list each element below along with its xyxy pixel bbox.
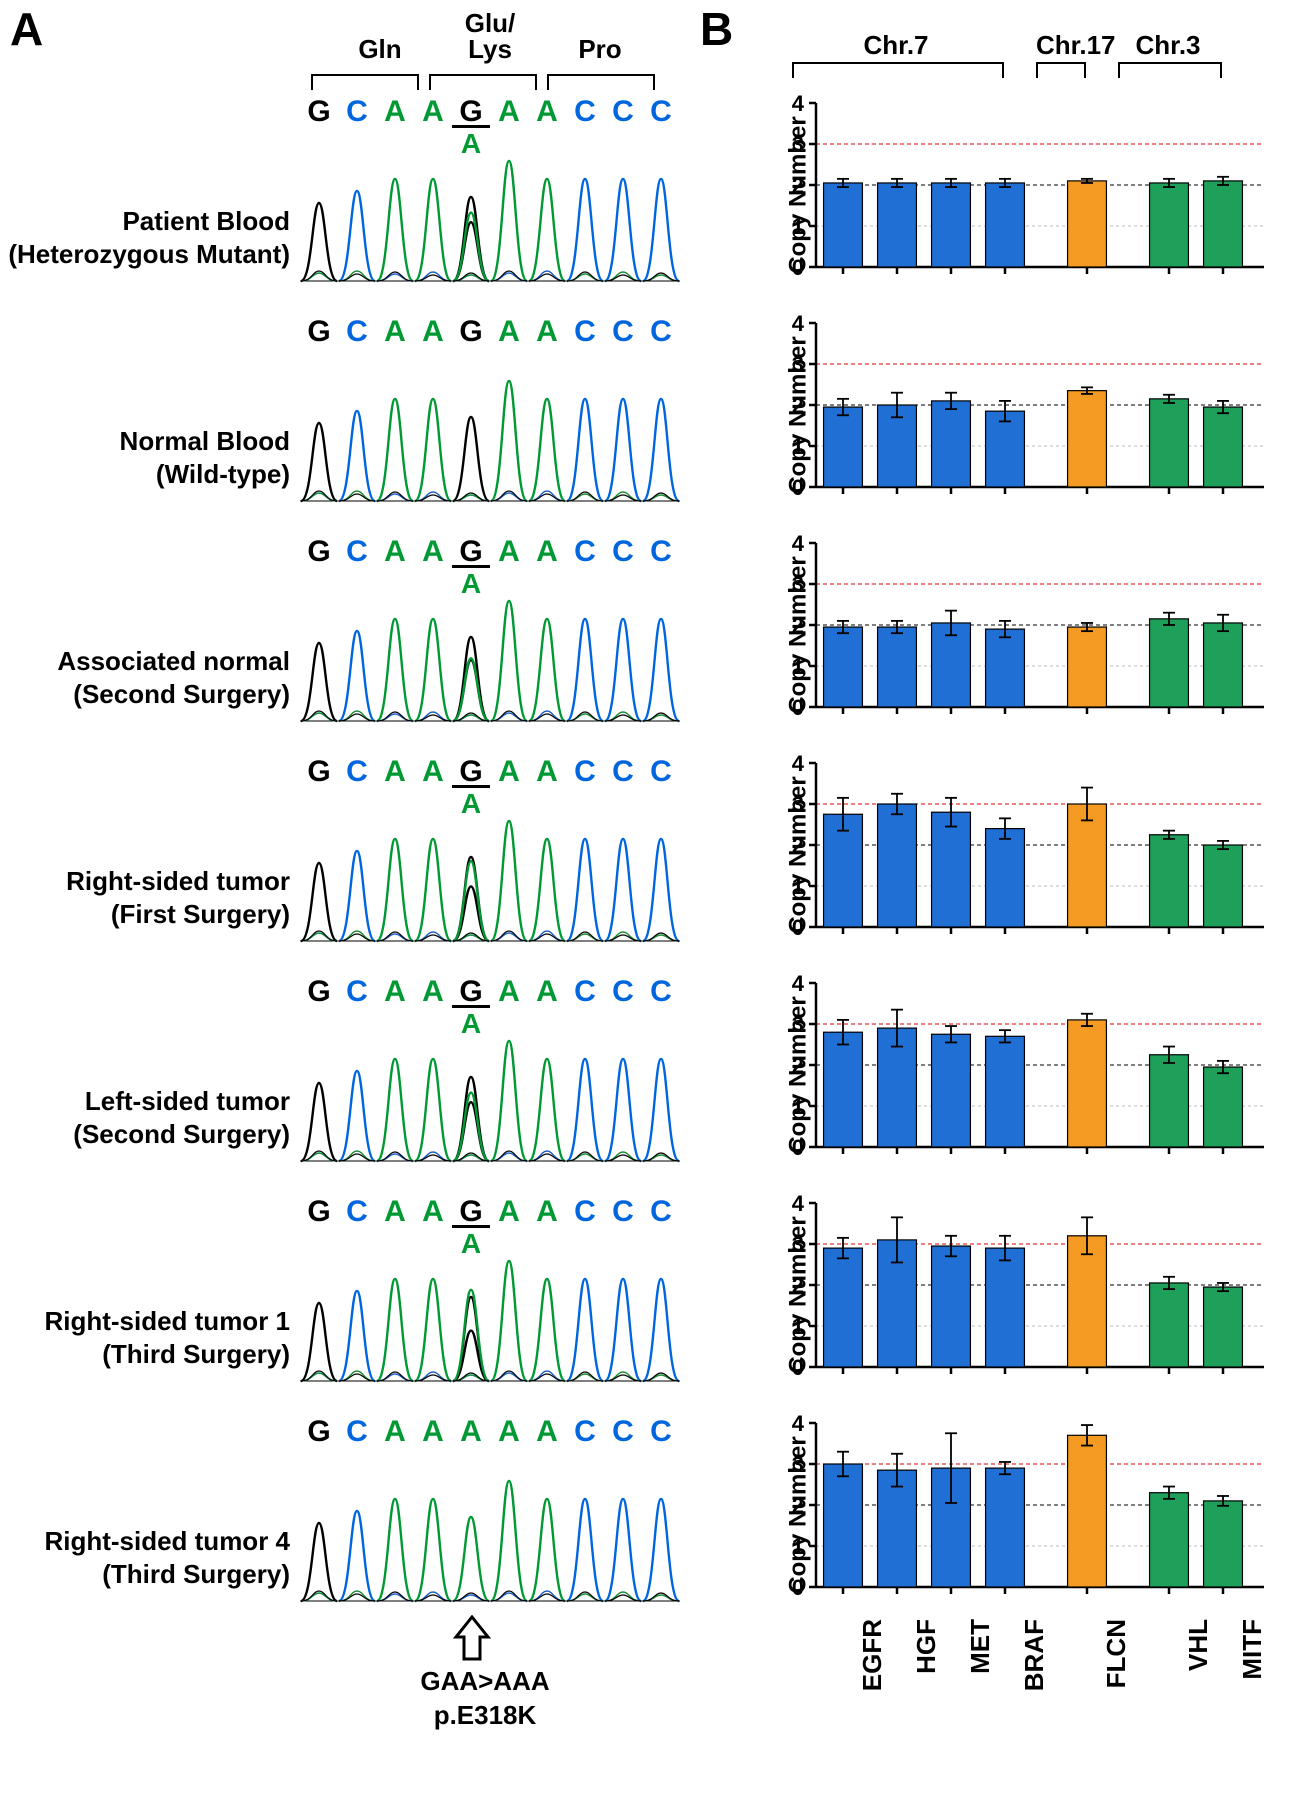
svg-text:3: 3 [792, 1012, 804, 1037]
chromatogram [300, 155, 680, 285]
svg-text:2: 2 [792, 173, 804, 198]
svg-text:1: 1 [792, 214, 804, 239]
mutation-arrow-label: GAA>AAA p.E318K [300, 1665, 670, 1733]
sequence-letters: GCAAGAACCC [300, 1195, 680, 1229]
aa-pro: Pro [545, 34, 655, 65]
panel-a: GlnGlu/LysPro Patient Blood(Heterozygous… [0, 0, 690, 1800]
sample-label: Right-sided tumor 1(Third Surgery) [0, 1305, 290, 1370]
sample-label: Associated normal(Second Surgery) [0, 645, 290, 710]
bar-chart-svg: 0 1 2 3 4 [770, 755, 1270, 935]
gene-label: MET [965, 1619, 996, 1719]
sequence-letters: GCAAGAACCC [300, 975, 680, 1009]
sample-label: Patient Blood(Heterozygous Mutant) [0, 205, 290, 270]
gene-label: VHL [1183, 1619, 1214, 1719]
bar-chart: Copy Number01234 [740, 535, 1280, 735]
svg-text:2: 2 [792, 1273, 804, 1298]
svg-text:4: 4 [792, 975, 805, 996]
svg-text:3: 3 [792, 572, 804, 597]
aa-glu-lys: Glu/Lys [435, 10, 545, 62]
svg-text:2: 2 [792, 393, 804, 418]
svg-text:1: 1 [792, 1534, 804, 1559]
svg-text:3: 3 [792, 792, 804, 817]
bar-chart-svg: 0 1 2 3 4 [770, 95, 1270, 275]
svg-text:3: 3 [792, 1452, 804, 1477]
svg-text:0: 0 [792, 1135, 804, 1155]
bar-chart-svg: 0 1 2 3 4 [770, 1415, 1270, 1595]
bar-chart: Copy Number01234 [740, 1415, 1280, 1615]
chromatogram [300, 1475, 680, 1605]
bar-chart-svg: 0 1 2 3 4 [770, 315, 1270, 495]
sample-label: Right-sided tumor 4(Third Surgery) [0, 1525, 290, 1590]
svg-text:2: 2 [792, 1053, 804, 1078]
svg-text:1: 1 [792, 1094, 804, 1119]
svg-text:0: 0 [792, 695, 804, 715]
bar-chart: Copy Number01234 [740, 755, 1280, 955]
chr-label: Chr.17 [1036, 30, 1082, 61]
svg-text:4: 4 [792, 1195, 805, 1216]
svg-text:4: 4 [792, 755, 805, 776]
gene-label: FLCN [1101, 1619, 1132, 1719]
svg-text:4: 4 [792, 535, 805, 556]
svg-text:1: 1 [792, 1314, 804, 1339]
svg-text:3: 3 [792, 1232, 804, 1257]
svg-text:0: 0 [792, 915, 804, 935]
bar-chart: Copy Number01234 [740, 95, 1280, 295]
bar-chart: Copy Number01234 [740, 1195, 1280, 1395]
svg-text:2: 2 [792, 833, 804, 858]
svg-text:0: 0 [792, 1575, 804, 1595]
sequence-letters: GCAAGAACCC [300, 535, 680, 569]
svg-text:4: 4 [792, 1415, 805, 1436]
svg-text:4: 4 [792, 315, 805, 336]
chromatogram [300, 1035, 680, 1165]
gene-label: HGF [911, 1619, 942, 1719]
svg-text:1: 1 [792, 654, 804, 679]
chromatogram [300, 1255, 680, 1385]
aa-brackets [305, 74, 665, 94]
aa-gln: Gln [325, 34, 435, 65]
chr-label: Chr.3 [1118, 30, 1218, 61]
svg-text:0: 0 [792, 475, 804, 495]
svg-text:3: 3 [792, 352, 804, 377]
chromatogram [300, 595, 680, 725]
sequence-row: Right-sided tumor 4(Third Surgery) GCAAAA… [0, 1415, 690, 1635]
amino-acid-header: GlnGlu/LysPro [305, 10, 675, 65]
gene-label: BRAF [1019, 1619, 1050, 1719]
sample-label: Normal Blood(Wild-type) [0, 425, 290, 490]
sample-label: Right-sided tumor(First Surgery) [0, 865, 290, 930]
chromatogram [300, 815, 680, 945]
figure-root: A B GlnGlu/LysPro Patient Blood(Heterozy… [0, 0, 1295, 1800]
svg-text:0: 0 [792, 255, 804, 275]
bar-chart-svg: 0 1 2 3 4 [770, 975, 1270, 1155]
sequence-letters: GCAAAAACCC [300, 1415, 680, 1449]
svg-text:2: 2 [792, 613, 804, 638]
sequence-letters: GCAAGAACCC [300, 95, 680, 129]
sequence-row: Left-sided tumor(Second Surgery) GCAAGAAC… [0, 975, 690, 1195]
svg-text:3: 3 [792, 132, 804, 157]
bar-chart-svg: 0 1 2 3 4 [770, 1195, 1270, 1375]
sample-label: Left-sided tumor(Second Surgery) [0, 1085, 290, 1150]
chromatogram [300, 375, 680, 505]
sequence-row: Associated normal(Second Surgery) GCAAGAA… [0, 535, 690, 755]
sequence-row: Normal Blood(Wild-type) GCAAGAACCC [0, 315, 690, 535]
sequence-row: Right-sided tumor(First Surgery) GCAAGAAC… [0, 755, 690, 975]
gene-label: MITF [1237, 1619, 1268, 1719]
svg-text:1: 1 [792, 874, 804, 899]
bar-chart: Copy Number01234 [740, 975, 1280, 1175]
chr-brackets [790, 62, 1280, 82]
gene-label: EGFR [857, 1619, 888, 1719]
sequence-row: Patient Blood(Heterozygous Mutant) GCAAGA… [0, 95, 690, 315]
svg-text:0: 0 [792, 1355, 804, 1375]
sequence-letters: GCAAGAACCC [300, 755, 680, 789]
sequence-row: Right-sided tumor 1(Third Surgery) GCAAGA… [0, 1195, 690, 1415]
svg-text:1: 1 [792, 434, 804, 459]
bar-chart: Copy Number01234 [740, 315, 1280, 515]
sequence-letters: GCAAGAACCC [300, 315, 680, 349]
mutation-arrow-icon [452, 1615, 492, 1661]
bar-chart-svg: 0 1 2 3 4 [770, 535, 1270, 715]
svg-text:2: 2 [792, 1493, 804, 1518]
svg-text:4: 4 [792, 95, 805, 116]
panel-b: Chr.7Chr.17Chr.3 Copy Number01234Copy Nu… [700, 0, 1290, 1800]
chr-label: Chr.7 [792, 30, 1000, 61]
